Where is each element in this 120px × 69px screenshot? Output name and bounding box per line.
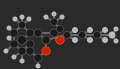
Circle shape: [34, 29, 42, 37]
Circle shape: [72, 37, 78, 43]
Circle shape: [102, 27, 108, 33]
Circle shape: [36, 63, 41, 69]
Circle shape: [18, 47, 26, 55]
Circle shape: [63, 32, 71, 39]
Circle shape: [108, 32, 115, 39]
Circle shape: [12, 55, 17, 59]
Circle shape: [3, 49, 9, 53]
Circle shape: [114, 26, 118, 32]
Circle shape: [10, 29, 18, 37]
Circle shape: [34, 54, 42, 62]
Circle shape: [102, 37, 108, 43]
Circle shape: [18, 22, 25, 28]
Circle shape: [12, 16, 18, 22]
Circle shape: [51, 18, 57, 26]
Circle shape: [19, 14, 24, 20]
Circle shape: [10, 40, 18, 48]
Circle shape: [26, 47, 34, 55]
Circle shape: [26, 40, 34, 48]
Circle shape: [114, 39, 118, 43]
Circle shape: [42, 36, 50, 44]
Circle shape: [57, 26, 63, 32]
Circle shape: [87, 37, 93, 43]
Circle shape: [72, 27, 78, 33]
Circle shape: [43, 14, 48, 20]
Circle shape: [87, 27, 93, 33]
Circle shape: [60, 14, 65, 20]
Circle shape: [27, 16, 31, 22]
Circle shape: [18, 35, 27, 45]
Circle shape: [19, 59, 24, 63]
Circle shape: [93, 32, 101, 39]
Circle shape: [42, 47, 50, 55]
Circle shape: [51, 12, 57, 16]
Circle shape: [56, 36, 64, 44]
Circle shape: [26, 29, 34, 37]
Circle shape: [50, 29, 58, 37]
Circle shape: [78, 32, 85, 39]
Circle shape: [6, 26, 12, 30]
Circle shape: [6, 35, 12, 41]
